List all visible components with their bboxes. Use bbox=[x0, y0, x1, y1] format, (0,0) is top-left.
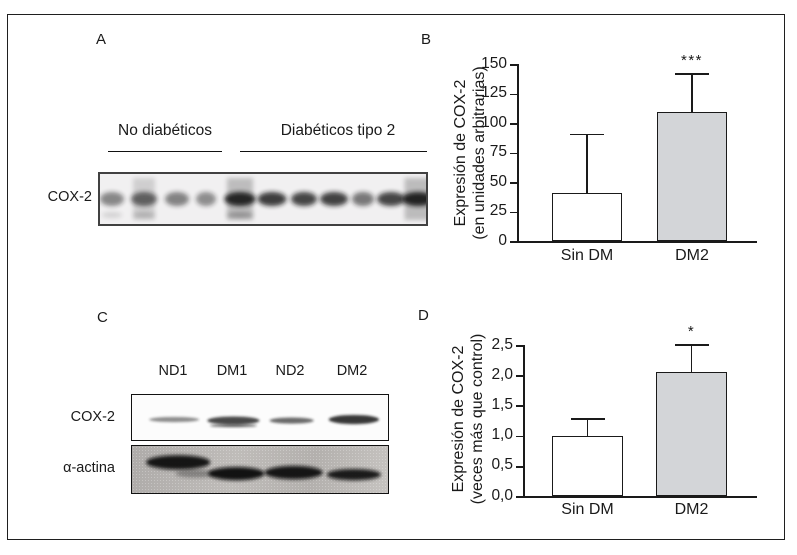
y-tick-label: 100 bbox=[481, 113, 507, 131]
y-tick-label: 2,0 bbox=[491, 365, 513, 383]
group-label-diabeticos-tipo-2: Diabéticos tipo 2 bbox=[280, 122, 396, 139]
y-tick bbox=[516, 496, 523, 498]
y-tick bbox=[510, 64, 517, 66]
panel-a-cox2-label: COX-2 bbox=[47, 189, 92, 205]
y-axis-label-line: Expresión de COX-2 bbox=[452, 79, 469, 227]
y-tick bbox=[510, 211, 517, 214]
error-bar-line bbox=[690, 343, 693, 373]
panel-c-cox2-label: COX-2 bbox=[70, 409, 115, 425]
western-blot-panel-c-cox2 bbox=[131, 394, 389, 441]
y-tick-label: 0,5 bbox=[491, 456, 513, 474]
western-blot-panel-c-actina bbox=[131, 445, 389, 494]
y-tick bbox=[510, 152, 517, 155]
bar-sin-dm bbox=[552, 192, 622, 241]
y-tick bbox=[510, 241, 517, 243]
panel-b-letter: B bbox=[421, 31, 432, 48]
significance-marker: * bbox=[687, 322, 696, 340]
panel-d-letter: D bbox=[418, 307, 429, 324]
y-tick-label: 125 bbox=[481, 84, 507, 101]
lane-label-nd2: ND2 bbox=[275, 363, 305, 379]
bar-dm2 bbox=[657, 112, 727, 241]
y-tick bbox=[516, 375, 523, 377]
group-label-no-diabeticos: No diabéticos bbox=[118, 122, 212, 139]
y-tick bbox=[510, 182, 517, 184]
error-bar-cap bbox=[675, 73, 709, 76]
y-axis-label-line: Expresión de COX-2 bbox=[450, 345, 467, 493]
lane-label-dm1: DM1 bbox=[216, 363, 248, 379]
y-tick bbox=[510, 93, 517, 96]
category-label: DM2 bbox=[674, 501, 709, 518]
y-tick bbox=[516, 405, 523, 408]
y-tick bbox=[516, 435, 523, 438]
error-bar-line bbox=[586, 418, 589, 436]
x-axis-line bbox=[517, 241, 757, 243]
y-tick-label: 75 bbox=[489, 143, 507, 160]
group-underline-no-diabeticos bbox=[108, 151, 222, 152]
y-tick-label: 0,0 bbox=[491, 486, 513, 504]
y-axis-line bbox=[523, 345, 525, 496]
bar-sin-dm bbox=[552, 435, 623, 496]
y-tick bbox=[516, 345, 523, 347]
y-tick-label: 25 bbox=[489, 202, 507, 219]
lane-label-nd1: ND1 bbox=[158, 363, 188, 379]
category-label: Sin DM bbox=[561, 501, 614, 518]
y-tick-label: 2,5 bbox=[491, 335, 513, 353]
y-axis-label-line: (en unidades arbitrarias) bbox=[471, 66, 488, 240]
y-tick bbox=[516, 465, 523, 468]
western-blot-panel-a bbox=[98, 172, 428, 226]
y-axis-label-line: (veces más que control) bbox=[469, 333, 486, 505]
error-bar-cap bbox=[570, 133, 604, 136]
panel-a-letter: A bbox=[96, 31, 107, 48]
error-bar-line bbox=[691, 73, 693, 113]
x-axis-line bbox=[523, 496, 757, 498]
y-tick-label: 1,5 bbox=[491, 395, 513, 413]
panel-c-letter: C bbox=[97, 309, 108, 326]
error-bar-cap bbox=[570, 418, 605, 420]
y-axis-label: Expresión de COX-2 (veces más que control… bbox=[449, 314, 487, 524]
category-label: Sin DM bbox=[560, 247, 614, 264]
y-tick-label: 150 bbox=[481, 54, 507, 72]
bar-dm2 bbox=[656, 372, 727, 496]
panel-c-actina-label: α-actina bbox=[63, 460, 115, 476]
category-label: DM2 bbox=[675, 247, 709, 264]
y-tick bbox=[510, 123, 517, 125]
significance-marker: *** bbox=[680, 52, 703, 70]
error-bar-cap bbox=[674, 343, 709, 346]
y-tick-label: 0 bbox=[498, 231, 507, 249]
y-axis-label: Expresión de COX-2 (en unidades arbitrari… bbox=[451, 48, 489, 258]
y-tick-label: 1,0 bbox=[491, 426, 513, 444]
group-underline-diabeticos bbox=[240, 151, 427, 152]
error-bar-line bbox=[586, 133, 588, 193]
lane-label-dm2: DM2 bbox=[336, 363, 368, 379]
y-axis-line bbox=[517, 64, 519, 241]
y-tick-label: 50 bbox=[489, 172, 507, 190]
